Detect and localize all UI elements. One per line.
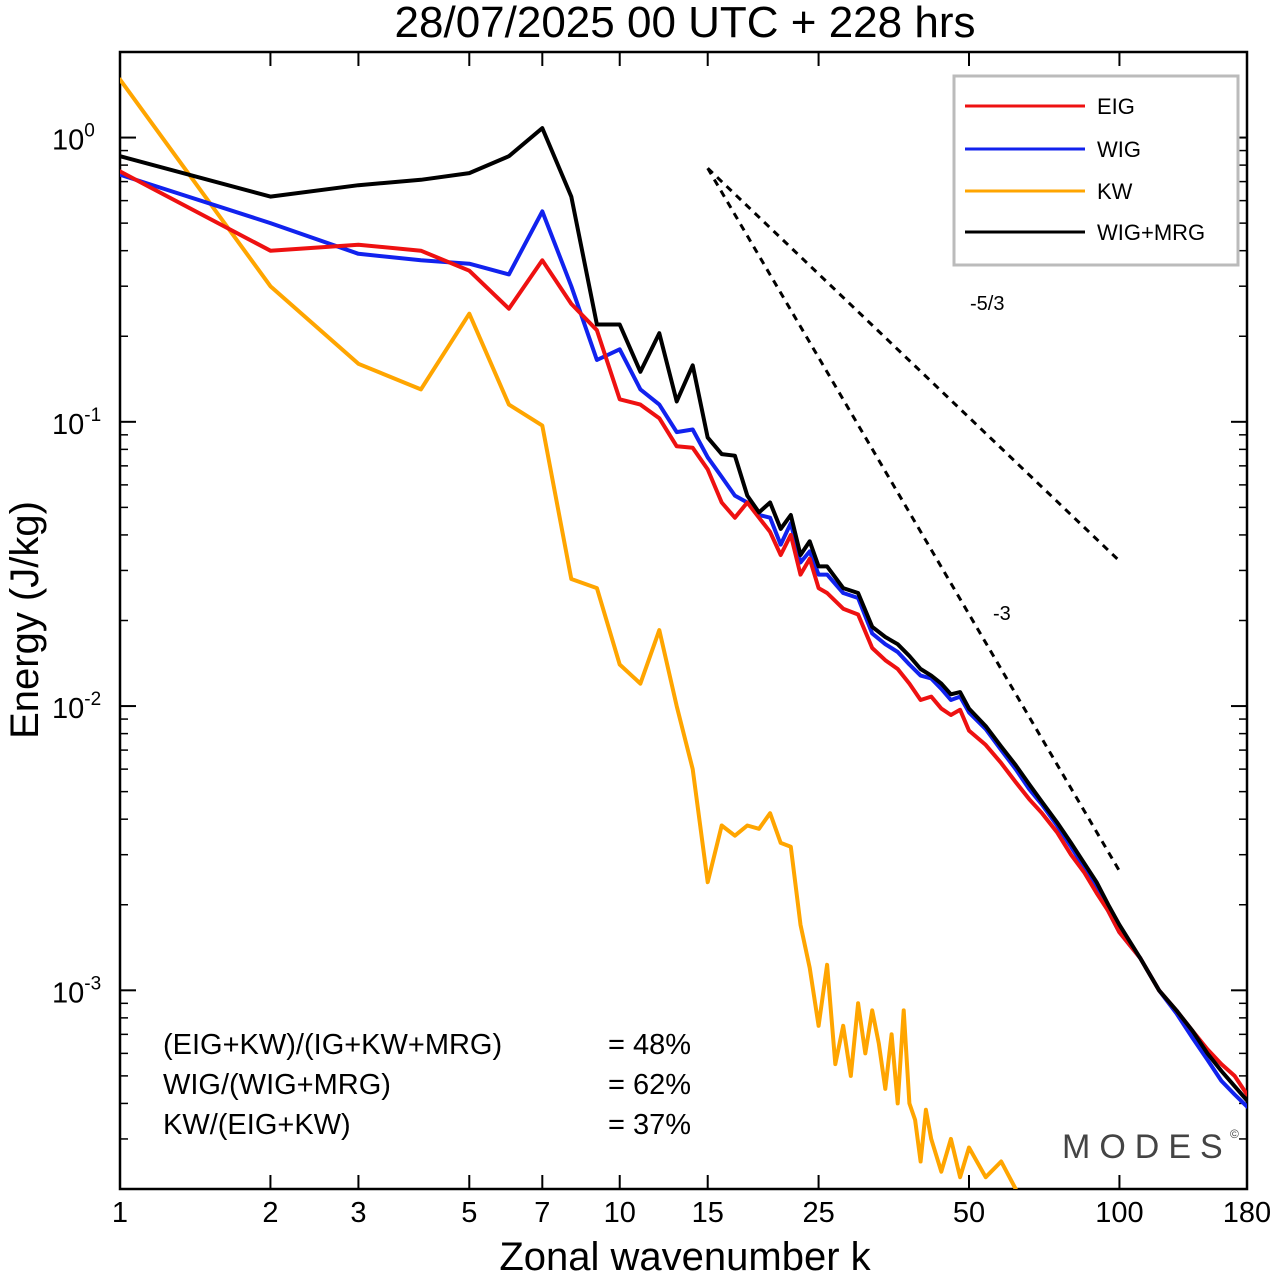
chart-title: 28/07/2025 00 UTC + 228 hrs — [395, 0, 976, 47]
copyright-mark: © — [1230, 1127, 1239, 1141]
series-line-wig — [120, 172, 1247, 1109]
legend-entry-eig: EIG — [965, 94, 1135, 119]
x-axis-label: Zonal wavenumber k — [499, 1235, 871, 1279]
y-tick-label: 100 — [52, 121, 95, 157]
ratio-value-kw: = 37% — [608, 1109, 691, 1141]
legend-label-wig-mrg: WIG+MRG — [1097, 220, 1205, 245]
x-tick-label: 10 — [604, 1197, 636, 1229]
modes-watermark: MODES — [1062, 1128, 1232, 1166]
ratio-value-eig-kw: = 48% — [608, 1029, 691, 1061]
x-tick-label: 3 — [350, 1197, 366, 1229]
series-line-wig-mrg — [120, 126, 1247, 1103]
ratio-formula-eig-kw: (EIG+KW)/(IG+KW+MRG) — [163, 1029, 502, 1061]
y-tick-label: 10-2 — [52, 689, 101, 725]
y-tick-label: 10-1 — [52, 405, 101, 441]
x-tick-label: 25 — [802, 1197, 834, 1229]
x-tick-label: 15 — [692, 1197, 724, 1229]
x-tick-label: 7 — [534, 1197, 550, 1229]
series-line-kw — [120, 77, 1018, 1189]
legend-label-wig: WIG — [1097, 137, 1141, 162]
series-line-eig — [120, 169, 1247, 1097]
minor-ticks — [120, 51, 1247, 1190]
slope-label-minus-5-3: -5/3 — [970, 293, 1004, 315]
data-series — [120, 77, 1247, 1189]
reference-line-minus-3 — [706, 167, 1121, 872]
y-tick-labels: 100 10-1 10-2 10-3 — [52, 121, 101, 1010]
y-axis-label: Energy (J/kg) — [3, 501, 47, 739]
x-tick-label: 180 — [1223, 1197, 1271, 1229]
legend: EIG WIG KW WIG+MRG — [952, 74, 1240, 267]
slope-label-minus-3: -3 — [993, 603, 1011, 625]
major-ticks — [119, 52, 1248, 1189]
ratio-value-wig: = 62% — [608, 1069, 691, 1101]
legend-label-eig: EIG — [1097, 94, 1135, 119]
x-tick-labels: 1 2 3 5 7 10 15 25 50 100 180 — [112, 1197, 1271, 1229]
x-tick-label: 50 — [953, 1197, 985, 1229]
reference-slope-lines — [706, 167, 1121, 872]
x-tick-label: 100 — [1095, 1197, 1143, 1229]
legend-entry-kw: KW — [965, 179, 1133, 204]
reference-line-minus-5-3 — [706, 167, 1121, 563]
x-tick-label: 1 — [112, 1197, 128, 1229]
ratio-formula-kw: KW/(EIG+KW) — [163, 1109, 351, 1141]
y-tick-label: 10-3 — [52, 973, 101, 1009]
legend-label-kw: KW — [1097, 179, 1133, 204]
x-tick-label: 2 — [262, 1197, 278, 1229]
ratio-annotations: (EIG+KW)/(IG+KW+MRG) = 48% WIG/(WIG+MRG)… — [163, 1029, 691, 1141]
ratio-formula-wig: WIG/(WIG+MRG) — [163, 1069, 391, 1101]
legend-entry-wig-mrg: WIG+MRG — [965, 220, 1205, 245]
x-tick-label: 5 — [461, 1197, 477, 1229]
legend-entry-wig: WIG — [965, 137, 1141, 162]
plot-area — [118, 50, 1249, 1191]
